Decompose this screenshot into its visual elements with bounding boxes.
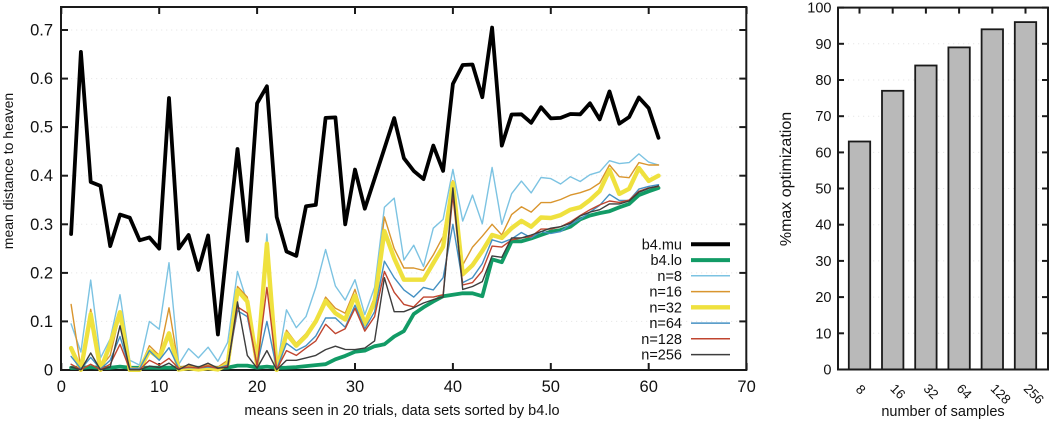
svg-text:0.5: 0.5 [30,119,53,137]
svg-text:50: 50 [815,182,831,198]
svg-text:40: 40 [815,218,831,234]
svg-text:0.4: 0.4 [30,167,53,185]
svg-text:20: 20 [815,290,831,306]
svg-text:60: 60 [640,378,658,396]
svg-text:10: 10 [150,378,168,396]
svg-text:means seen in 20 trials, data: means seen in 20 trials, data sets sorte… [244,403,559,419]
svg-text:0: 0 [44,362,53,380]
svg-text:0.3: 0.3 [30,216,53,234]
svg-text:n=256: n=256 [641,348,682,364]
svg-text:0: 0 [57,378,66,396]
svg-text:%max optimization: %max optimization [778,112,795,246]
svg-text:0.1: 0.1 [30,313,53,331]
svg-text:mean distance to heaven: mean distance to heaven [0,93,16,249]
svg-text:100: 100 [807,1,831,17]
svg-text:50: 50 [542,378,560,396]
svg-text:10: 10 [815,326,831,342]
svg-text:n=64: n=64 [649,316,682,332]
svg-text:n=8: n=8 [657,269,682,285]
svg-text:0.6: 0.6 [30,70,53,88]
svg-text:0.7: 0.7 [30,22,53,40]
svg-text:0: 0 [823,363,831,379]
svg-text:70: 70 [737,378,755,396]
svg-text:60: 60 [815,145,831,161]
svg-text:b4.mu: b4.mu [642,237,682,253]
svg-text:30: 30 [815,254,831,270]
svg-text:30: 30 [346,378,364,396]
svg-text:80: 80 [815,73,831,89]
svg-text:n=128: n=128 [641,332,682,348]
svg-text:n=16: n=16 [649,285,682,301]
svg-text:90: 90 [815,37,831,53]
svg-text:number of samples: number of samples [881,404,1004,420]
svg-text:20: 20 [248,378,266,396]
svg-text:0.2: 0.2 [30,264,53,282]
svg-text:b4.lo: b4.lo [651,253,682,269]
svg-text:40: 40 [444,378,462,396]
svg-text:n=32: n=32 [649,300,682,316]
svg-text:70: 70 [815,109,831,125]
